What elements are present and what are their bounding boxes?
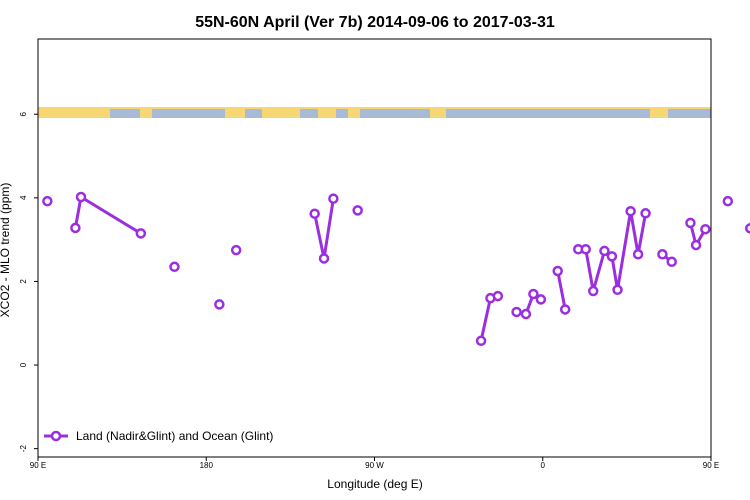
ocean-band: [38, 107, 711, 118]
data-point-27: [632, 249, 644, 260]
data-point-2: [75, 191, 87, 203]
y-tick-label-1: 0: [19, 362, 28, 367]
y-axis: -2 0 2 4 6: [19, 111, 38, 452]
x-tick-label-2: 90 W: [365, 461, 384, 470]
data-point-25: [612, 284, 623, 296]
data-point-7: [309, 208, 320, 219]
y-axis-label: XCO2 - MLO trend (ppm): [0, 183, 12, 318]
x-tick-label-1: 180: [200, 461, 214, 470]
data-point-24: [606, 251, 618, 262]
data-point-28: [640, 208, 651, 219]
y-tick-label-0: -2: [19, 445, 28, 453]
data-point-16: [528, 288, 539, 300]
data-point-19: [559, 304, 571, 315]
y-tick-label-2: 2: [19, 279, 28, 284]
series-line-segment-1: [73, 195, 142, 235]
land-band-2: [225, 107, 245, 118]
data-point-21: [580, 244, 591, 255]
land-band-7: [650, 107, 668, 118]
data-point-4: [169, 261, 180, 273]
legend: Land (Nadir&Glint) and Ocean (Glint): [44, 429, 273, 443]
data-point-11: [475, 335, 487, 347]
data-point-15: [520, 308, 532, 320]
data-point-5: [214, 299, 225, 310]
data-point-22: [587, 285, 599, 297]
x-tick-label-4: 90 E: [703, 461, 719, 470]
y-tick-label-3: 4: [19, 195, 28, 200]
legend-label: Land (Nadir&Glint) and Ocean (Glint): [76, 429, 273, 443]
data-point-8: [318, 253, 330, 264]
land-band-6: [430, 107, 446, 118]
data-point-3: [135, 228, 147, 239]
chart-title: 55N-60N April (Ver 7b) 2014-09-06 to 201…: [195, 14, 555, 31]
data-point-30: [666, 256, 677, 268]
x-axis: 90 E 180 90 W 0 90 E: [30, 457, 719, 470]
data-point-1: [70, 222, 81, 234]
data-point-9: [328, 193, 339, 204]
data-point-18: [552, 265, 563, 277]
x-tick-label-3: 0: [541, 461, 546, 470]
land-band-3: [262, 107, 300, 118]
land-ocean-strip: [38, 107, 711, 118]
land-band-1: [140, 107, 152, 118]
data-point-34: [722, 195, 734, 207]
data-point-10: [352, 205, 363, 216]
data-point-13: [492, 290, 504, 302]
data-point-23: [599, 245, 610, 257]
data-point-6: [230, 244, 242, 256]
land-band-0: [38, 107, 110, 118]
data-point-0: [42, 195, 53, 207]
data-point-14: [511, 306, 522, 318]
plot-frame: [37, 38, 712, 458]
series-line-segment-9: [556, 270, 567, 310]
x-tick-label-0: 90 E: [30, 461, 46, 470]
x-axis-label: Longitude (deg E): [327, 477, 422, 491]
series-layer: [42, 191, 750, 347]
land-band-4: [318, 107, 336, 118]
legend-marker: [50, 430, 62, 442]
data-point-32: [690, 239, 702, 251]
data-point-26: [625, 205, 636, 217]
data-point-35: [745, 223, 750, 234]
land-band-5: [348, 107, 360, 118]
y-tick-label-4: 6: [19, 111, 28, 116]
series-line-segment-5: [313, 198, 335, 260]
land-edge: [38, 107, 711, 109]
data-point-17: [535, 294, 547, 305]
data-point-29: [657, 249, 668, 260]
data-point-33: [700, 223, 711, 235]
data-point-31: [685, 217, 696, 229]
